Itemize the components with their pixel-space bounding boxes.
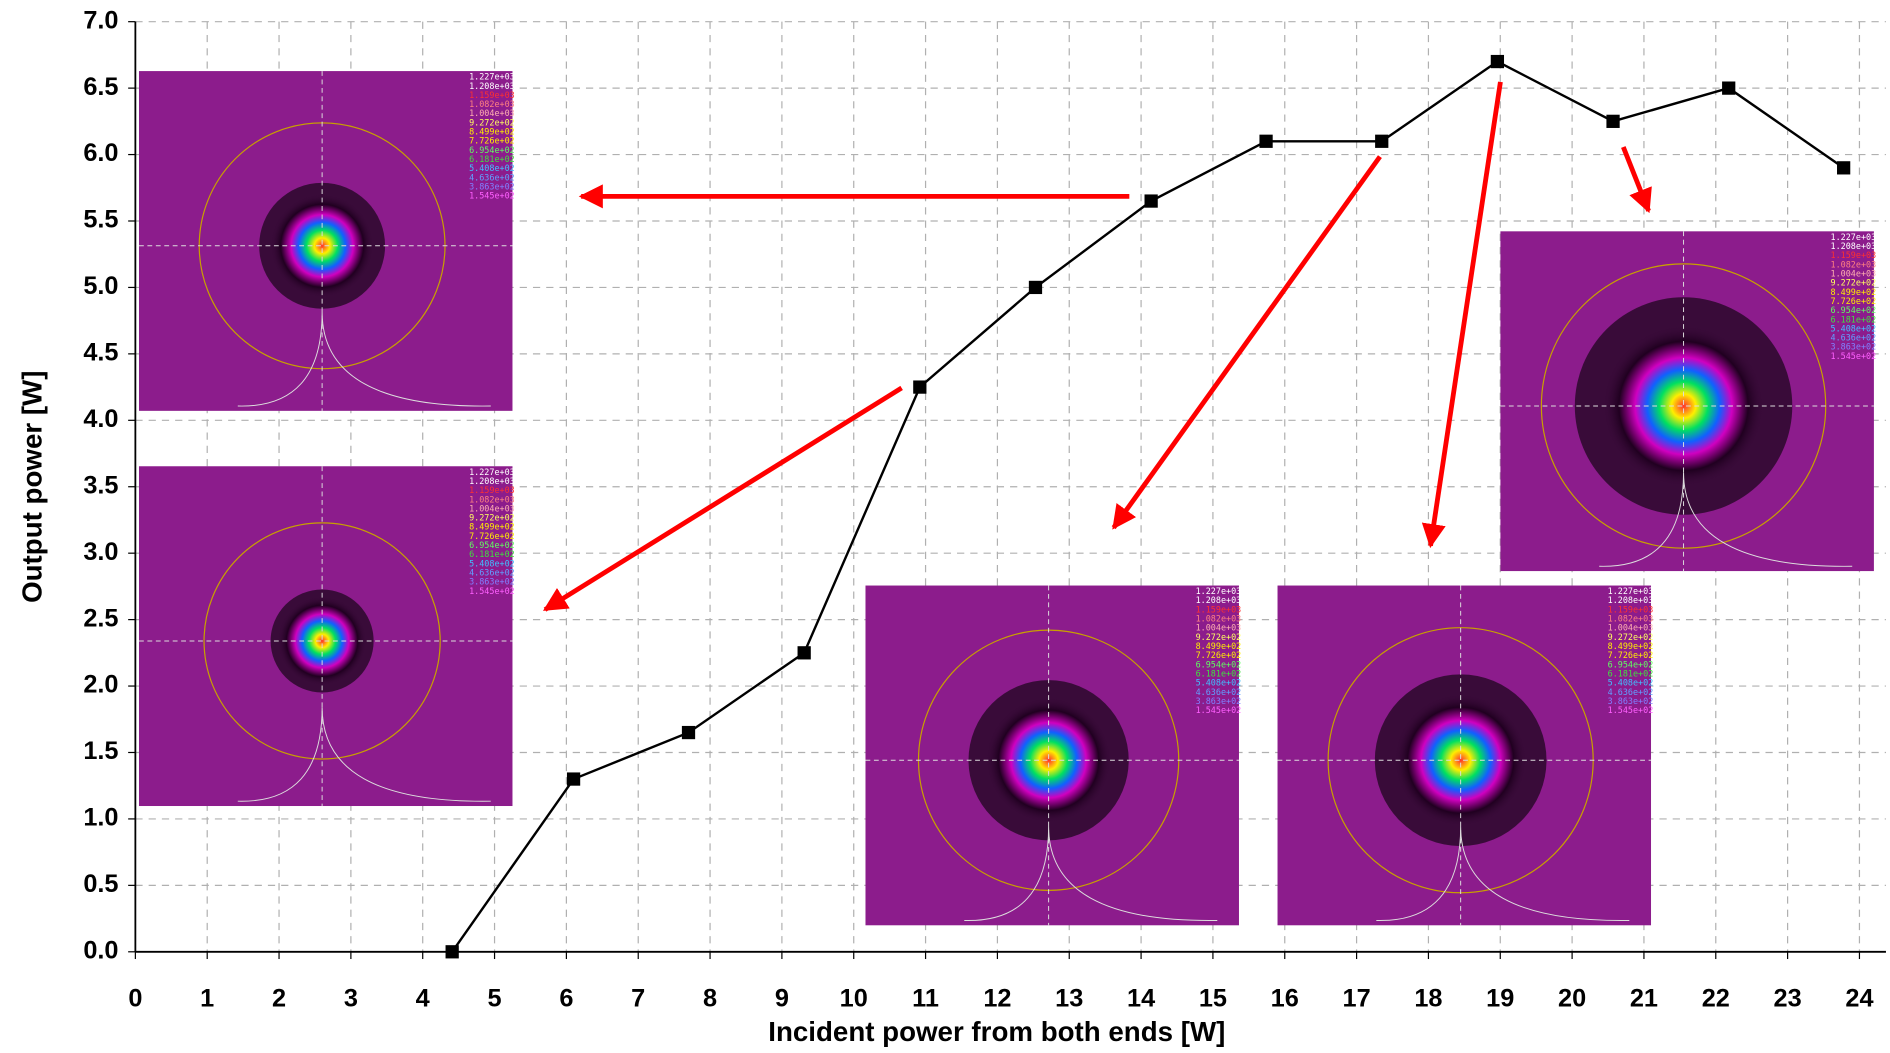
marker xyxy=(1259,135,1272,148)
y-tick-label: 2.5 xyxy=(83,604,118,632)
x-tick-label: 5 xyxy=(488,985,502,1013)
x-tick-label: 1 xyxy=(200,985,214,1013)
chart: 1.227e+031.208e+031.159e+031.082e+031.00… xyxy=(0,0,1890,1053)
y-tick-label: 4.0 xyxy=(83,405,118,433)
x-tick-label: 3 xyxy=(344,985,358,1013)
y-tick-label: 7.0 xyxy=(83,6,118,34)
x-tick-label: 9 xyxy=(775,985,789,1013)
scale-label: 1.545e+02 xyxy=(1608,705,1654,715)
x-tick-label: 21 xyxy=(1630,985,1658,1013)
y-tick-label: 4.5 xyxy=(83,339,118,367)
x-tick-label: 23 xyxy=(1774,985,1802,1013)
beam-profile-image: 1.227e+031.208e+031.159e+031.082e+031.00… xyxy=(139,71,515,411)
marker xyxy=(798,646,811,659)
marker xyxy=(1837,161,1850,174)
y-tick-label: 5.5 xyxy=(83,206,118,234)
x-tick-label: 16 xyxy=(1271,985,1299,1013)
marker xyxy=(913,380,926,393)
x-tick-label: 0 xyxy=(128,985,142,1013)
x-tick-label: 10 xyxy=(840,985,868,1013)
marker xyxy=(446,945,459,958)
y-tick-label: 1.0 xyxy=(83,804,118,832)
x-tick-label: 17 xyxy=(1343,985,1371,1013)
marker xyxy=(1491,55,1504,68)
beam-profile-image: 1.227e+031.208e+031.159e+031.082e+031.00… xyxy=(1278,586,1654,926)
y-tick-label: 5.0 xyxy=(83,272,118,300)
marker xyxy=(1145,194,1158,207)
x-tick-label: 15 xyxy=(1199,985,1227,1013)
x-tick-label: 6 xyxy=(559,985,573,1013)
scale-label: 1.545e+02 xyxy=(1831,351,1877,361)
x-tick-label: 7 xyxy=(631,985,645,1013)
x-tick-label: 14 xyxy=(1127,985,1155,1013)
marker xyxy=(567,772,580,785)
x-tick-label: 4 xyxy=(416,985,430,1013)
beam-profile-image: 1.227e+031.208e+031.159e+031.082e+031.00… xyxy=(139,466,515,806)
x-tick-label: 18 xyxy=(1414,985,1442,1013)
x-tick-label: 2 xyxy=(272,985,286,1013)
marker xyxy=(1722,81,1735,94)
x-axis-label: Incident power from both ends [W] xyxy=(768,1016,1225,1047)
y-tick-label: 6.0 xyxy=(83,139,118,167)
y-tick-label: 0.0 xyxy=(83,936,118,964)
x-tick-label: 22 xyxy=(1702,985,1730,1013)
scale-label: 1.545e+02 xyxy=(469,586,515,596)
marker xyxy=(1029,281,1042,294)
beam-profile-image: 1.227e+031.208e+031.159e+031.082e+031.00… xyxy=(865,586,1241,926)
y-tick-label: 6.5 xyxy=(83,73,118,101)
marker xyxy=(682,726,695,739)
x-tick-label: 11 xyxy=(912,985,939,1013)
y-tick-label: 2.0 xyxy=(83,671,118,699)
y-tick-label: 3.5 xyxy=(83,471,118,499)
x-tick-label: 19 xyxy=(1486,985,1514,1013)
x-tick-label: 12 xyxy=(983,985,1011,1013)
y-tick-label: 3.0 xyxy=(83,538,118,566)
scale-label: 1.545e+02 xyxy=(1196,705,1242,715)
scale-label: 1.545e+02 xyxy=(469,191,515,201)
y-tick-label: 1.5 xyxy=(83,737,118,765)
marker xyxy=(1375,135,1388,148)
x-tick-label: 8 xyxy=(703,985,717,1013)
y-axis-label: Output power [W] xyxy=(16,371,47,603)
beam-profile-image: 1.227e+031.208e+031.159e+031.082e+031.00… xyxy=(1500,231,1876,571)
y-tick-label: 0.5 xyxy=(83,870,118,898)
x-tick-label: 24 xyxy=(1845,985,1873,1013)
marker xyxy=(1606,115,1619,128)
x-tick-label: 20 xyxy=(1558,985,1586,1013)
x-tick-label: 13 xyxy=(1055,985,1083,1013)
